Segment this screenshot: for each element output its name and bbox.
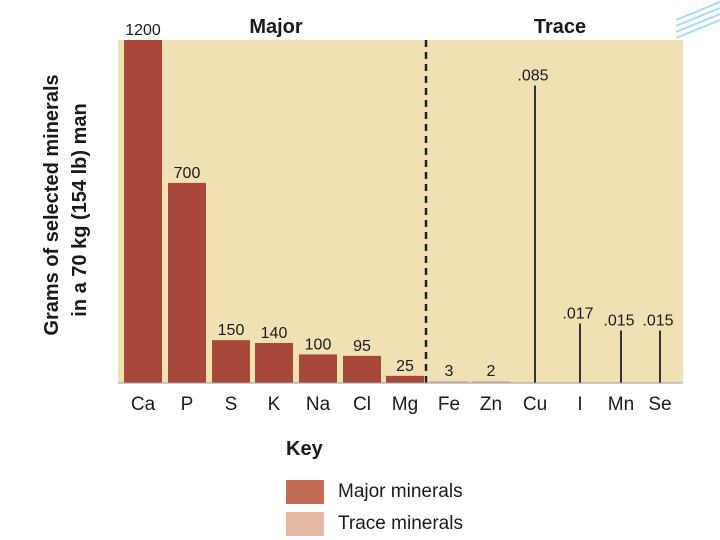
value-label-mn: .015 — [603, 313, 634, 330]
tick-label-k: K — [268, 394, 281, 415]
chart: 1200 Ca 700 P 150 S 140 K 100 Na 95 Cl 25 Mg 3 Fe 2 Zn .08… — [41, 16, 683, 415]
value-label-k: 140 — [261, 325, 288, 342]
value-label-zn: 2 — [487, 363, 496, 380]
tick-label-na: Na — [306, 394, 331, 415]
bar-na — [299, 354, 337, 383]
value-label-mg: 25 — [396, 358, 414, 375]
tick-label-mn: Mn — [608, 394, 634, 415]
key-major: Major minerals — [286, 480, 463, 504]
bar-p — [168, 182, 206, 383]
bar-fe — [430, 381, 468, 383]
key-trace-swatch — [286, 512, 324, 536]
bar-mg — [386, 375, 424, 383]
key-major-label: Major minerals — [338, 481, 463, 502]
value-label-cl: 95 — [353, 338, 371, 355]
tick-label-cl: Cl — [353, 394, 371, 415]
section-label-trace: Trace — [534, 16, 586, 38]
value-label-i: .017 — [562, 306, 593, 323]
key-trace: Trace minerals — [286, 512, 463, 536]
bar-cl — [343, 355, 381, 383]
y-axis-label-line2: in a 70 kg (154 lb) man — [69, 103, 91, 316]
tick-label-ca: Ca — [131, 394, 156, 415]
tick-label-se: Se — [648, 394, 671, 415]
tick-label-cu: Cu — [523, 394, 547, 415]
bar-zn — [472, 381, 510, 383]
tick-label-fe: Fe — [438, 394, 460, 415]
key-trace-label: Trace minerals — [338, 513, 463, 534]
tick-label-p: P — [181, 394, 194, 415]
value-label-na: 100 — [305, 336, 332, 353]
value-label-se: .015 — [642, 313, 673, 330]
decorative-stripes — [676, 1, 720, 39]
value-label-cu: .085 — [517, 68, 548, 85]
section-label-major: Major — [249, 16, 303, 38]
bar-k — [255, 342, 293, 383]
tick-label-i: I — [577, 394, 582, 415]
y-axis-label-line1: Grams of selected minerals — [41, 74, 63, 335]
tick-label-mg: Mg — [392, 394, 418, 415]
tick-label-zn: Zn — [480, 394, 502, 415]
plot-background — [118, 40, 683, 383]
bar-s — [212, 340, 250, 383]
key-title: Key — [286, 438, 323, 460]
value-label-s: 150 — [218, 322, 245, 339]
tick-label-s: S — [225, 394, 238, 415]
key-major-swatch — [286, 480, 324, 504]
bar-ca — [124, 40, 162, 383]
value-label-fe: 3 — [445, 363, 454, 380]
value-label-p: 700 — [174, 165, 201, 182]
value-label-ca: 1200 — [125, 22, 161, 39]
